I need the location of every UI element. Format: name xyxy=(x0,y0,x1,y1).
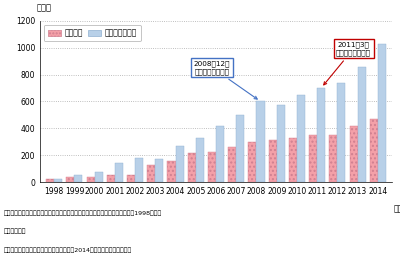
Bar xyxy=(268,140,277,182)
Bar xyxy=(216,126,224,182)
Bar xyxy=(236,115,244,182)
Text: （年）: （年） xyxy=(394,205,400,214)
Bar xyxy=(107,175,115,182)
Bar xyxy=(228,147,236,182)
Bar xyxy=(74,175,82,182)
Bar xyxy=(135,159,143,182)
Bar xyxy=(329,135,337,182)
Bar xyxy=(188,153,196,182)
Bar xyxy=(95,172,103,182)
Bar xyxy=(248,142,256,182)
Bar xyxy=(115,162,123,182)
Text: （注）　立地件数は、群馬・栃木・茨城の北関東３県の平均および全国平均の1998年以降: （注） 立地件数は、群馬・栃木・茨城の北関東３県の平均および全国平均の1998年… xyxy=(4,211,162,216)
Bar xyxy=(86,177,95,182)
Bar xyxy=(378,44,386,182)
Bar xyxy=(155,159,164,182)
Legend: 全国平均, 北関東３県平均: 全国平均, 北関東３県平均 xyxy=(44,25,140,41)
Bar xyxy=(309,135,317,182)
Bar xyxy=(277,106,285,182)
Bar xyxy=(358,67,366,182)
Bar xyxy=(168,161,176,182)
Bar xyxy=(297,95,305,182)
Bar xyxy=(370,119,378,182)
Bar xyxy=(317,88,325,182)
Bar xyxy=(350,126,358,182)
Text: の累計値: の累計値 xyxy=(4,229,26,235)
Text: 資料）経海産業省「工場立地動向調査」（2014年）より国土交通省作成: 資料）経海産業省「工場立地動向調査」（2014年）より国土交通省作成 xyxy=(4,247,132,253)
Bar xyxy=(46,179,54,182)
Bar xyxy=(256,101,264,182)
Bar xyxy=(196,138,204,182)
Bar xyxy=(66,177,74,182)
Text: 2008年12月
茨城～栃木間開通: 2008年12月 茨城～栃木間開通 xyxy=(194,60,257,99)
Bar xyxy=(337,83,346,182)
Bar xyxy=(127,175,135,182)
Bar xyxy=(147,165,155,182)
Bar xyxy=(208,152,216,182)
Bar xyxy=(54,179,62,182)
Text: （件）: （件） xyxy=(36,4,52,13)
Bar xyxy=(176,146,184,182)
Bar xyxy=(289,138,297,182)
Text: 2011年3月
北関東道全線開通: 2011年3月 北関東道全線開通 xyxy=(324,42,371,85)
